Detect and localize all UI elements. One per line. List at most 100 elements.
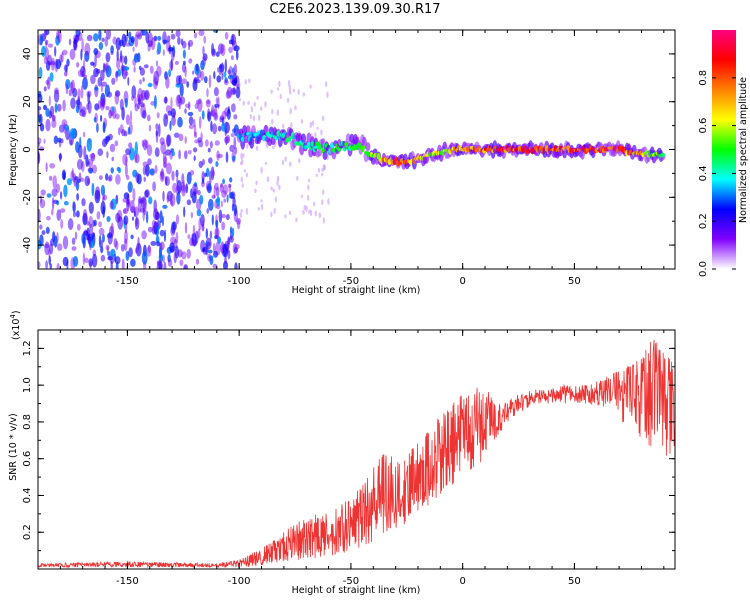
heatmap-noise-cell	[256, 95, 259, 100]
heatmap-noise-cell	[221, 213, 227, 219]
heatmap-noise-cell	[189, 237, 194, 247]
heatmap-noise-cell	[125, 156, 128, 167]
heatmap-noise-cell	[219, 64, 223, 70]
heatmap-noise-cell	[91, 253, 98, 268]
heatmap-noise-cell	[172, 112, 176, 119]
heatmap-noise-cell	[270, 186, 273, 191]
heatmap-noise-cell	[167, 35, 171, 43]
heatmap-noise-cell	[122, 153, 128, 166]
heatmap-noise-cell	[289, 89, 292, 95]
heatmap-noise-cell	[113, 238, 118, 248]
heatmap-noise-cell	[309, 84, 312, 89]
heatmap-noise-cell	[200, 132, 203, 142]
heatmap-noise-cell	[141, 230, 147, 240]
heatmap-noise-cell	[64, 64, 68, 73]
heatmap-noise-cell	[167, 254, 171, 263]
colorbar-tick-label: 0.2	[698, 213, 709, 229]
heatmap-noise-cell	[145, 210, 149, 224]
heatmap-noise-cell	[158, 253, 164, 263]
heatmap-noise-cell	[246, 143, 249, 149]
heatmap-noise-cell	[106, 30, 111, 40]
heatmap-noise-cell	[264, 161, 268, 165]
heatmap-noise-cell	[80, 48, 83, 61]
heatmap-noise-cell	[100, 245, 104, 254]
heatmap-noise-cell	[71, 167, 74, 178]
heatmap-noise-cell	[90, 152, 96, 162]
heatmap-noise-cell	[209, 230, 213, 240]
heatmap-noise-cell	[172, 182, 178, 193]
heatmap-noise-cell	[169, 150, 173, 160]
heatmap-noise-cell	[260, 106, 263, 111]
colorbar-tick-label: 0.6	[698, 118, 709, 134]
heatmap-noise-cell	[39, 34, 43, 46]
heatmap-noise-cell	[163, 96, 168, 104]
heatmap-noise-cell	[250, 106, 254, 113]
heatmap-noise-cell	[133, 65, 136, 73]
heatmap-noise-cell	[184, 150, 188, 160]
heatmap-noise-cell	[151, 219, 156, 229]
heatmap-noise-cell	[181, 173, 185, 185]
heatmap-noise-cell	[228, 46, 233, 53]
heatmap-noise-cell	[102, 138, 108, 148]
heatmap-noise-cell	[72, 211, 77, 218]
heatmap-noise-cell	[180, 96, 186, 105]
heatmap-noise-cell	[76, 210, 80, 218]
heatmap-noise-cell	[97, 148, 104, 156]
colorbar-tick-label: 0.4	[698, 165, 709, 181]
heatmap-noise-cell	[84, 175, 90, 187]
heatmap-noise-cell	[143, 176, 146, 182]
heatmap-ridge-halo	[249, 136, 255, 149]
heatmap-noise-cell	[243, 169, 246, 173]
heatmap-noise-cell	[205, 139, 209, 147]
heatmap-noise-cell	[107, 232, 113, 245]
heatmap-noise-cell	[212, 242, 216, 255]
heatmap-noise-cell	[147, 158, 152, 166]
heatmap-noise-cell	[224, 31, 229, 40]
heatmap-noise-cell	[150, 241, 157, 246]
heatmap-noise-cell	[193, 32, 198, 39]
heatmap-noise-cell	[156, 60, 158, 67]
heatmap-ridge-cell	[314, 145, 318, 149]
heatmap-noise-cell	[163, 161, 167, 169]
heatmap-noise-cell	[130, 36, 135, 43]
heatmap-noise-cell	[177, 36, 181, 45]
heatmap-noise-cell	[139, 102, 145, 108]
snr-y-tick-label: 1.2	[22, 340, 33, 356]
heatmap-noise-cell	[242, 100, 245, 106]
heatmap-noise-cell	[226, 134, 231, 143]
heatmap-noise-cell	[184, 221, 188, 234]
heatmap-noise-cell	[132, 46, 135, 52]
heatmap-noise-cell	[215, 228, 219, 239]
heatmap-noise-cell	[222, 243, 229, 258]
heatmap-noise-cell	[201, 110, 205, 120]
heatmap-noise-cell	[177, 116, 183, 128]
heatmap-noise-cell	[45, 260, 48, 269]
heatmap-noise-cell	[103, 194, 108, 201]
heatmap-noise-cell	[165, 176, 170, 187]
heatmap-noise-cell	[87, 161, 90, 166]
heatmap-noise-cell	[100, 184, 105, 196]
heatmap-noise-cell	[51, 119, 57, 128]
heatmap-noise-cell	[101, 81, 107, 87]
heatmap-noise-cell	[309, 121, 312, 129]
heatmap-noise-cell	[68, 89, 73, 97]
heatmap-noise-cell	[231, 227, 235, 238]
heatmap-noise-cell	[98, 234, 102, 248]
heatmap-noise-cell	[101, 196, 105, 203]
heatmap-noise-cell	[114, 91, 120, 105]
heatmap-noise-cell	[210, 256, 213, 262]
heatmap-noise-cell	[213, 87, 219, 97]
heatmap-noise-cell	[324, 81, 328, 88]
heatmap-noise-cell	[127, 181, 133, 193]
heatmap-noise-cell	[68, 38, 72, 46]
heatmap-noise-cell	[125, 42, 131, 47]
heatmap-noise-cell	[192, 183, 198, 195]
heatmap-noise-cell	[102, 121, 106, 134]
heatmap-noise-cell	[83, 145, 87, 160]
heatmap-noise-cell	[41, 230, 46, 235]
heatmap-noise-cell	[52, 175, 57, 189]
heatmap-noise-cell	[211, 104, 215, 117]
heatmap-noise-cell	[133, 53, 139, 63]
heatmap-noise-cell	[220, 182, 223, 188]
heatmap-noise-cell	[56, 103, 62, 112]
